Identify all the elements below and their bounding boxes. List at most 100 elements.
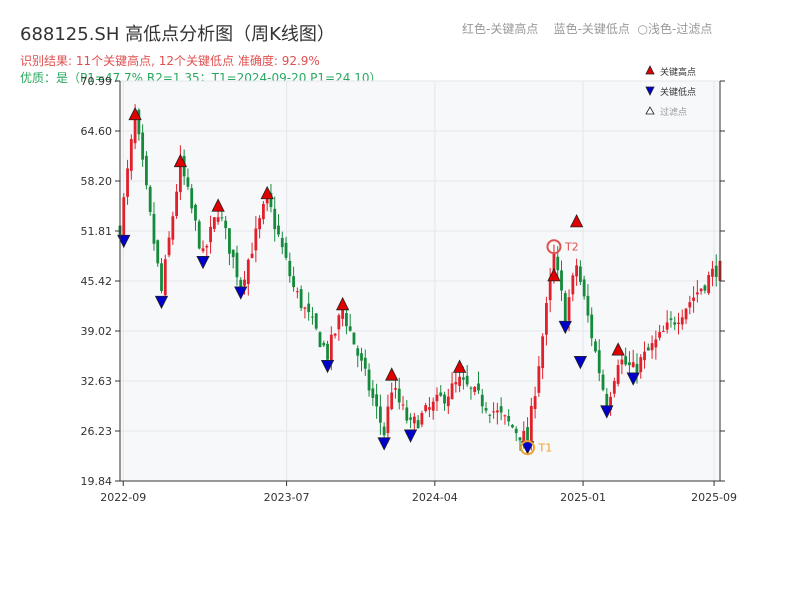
candle-body bbox=[333, 333, 337, 336]
candle-down bbox=[560, 260, 563, 301]
key-low-marker bbox=[573, 356, 588, 370]
candle-up bbox=[167, 231, 171, 258]
candle-down bbox=[145, 151, 148, 190]
candle-body bbox=[545, 303, 548, 335]
key-high-marker bbox=[173, 153, 188, 168]
candle-up bbox=[175, 184, 179, 219]
candle-body bbox=[420, 412, 424, 425]
candle-down bbox=[280, 231, 284, 255]
candle-body bbox=[284, 242, 288, 258]
chart-title: 688125.SH 高低点分析图（周K线图） bbox=[20, 24, 335, 45]
candle-body bbox=[250, 253, 254, 258]
candle-body bbox=[341, 309, 345, 319]
candle-up bbox=[420, 410, 424, 428]
candle-body bbox=[122, 197, 126, 238]
candle-body bbox=[661, 331, 665, 333]
candle-body bbox=[326, 343, 329, 360]
x-tick-label: 2025-09 bbox=[691, 491, 737, 504]
candle-body bbox=[397, 388, 401, 403]
candle-body bbox=[261, 203, 265, 220]
candle-body bbox=[197, 221, 201, 249]
candle-up bbox=[616, 359, 620, 387]
candle-down bbox=[367, 363, 371, 397]
candle-body bbox=[295, 291, 299, 293]
candle-down bbox=[363, 349, 367, 376]
candle-up bbox=[424, 402, 428, 413]
t2-label: T2 bbox=[564, 241, 579, 254]
candle-up bbox=[295, 287, 299, 299]
candle-body bbox=[439, 392, 443, 396]
candle-up bbox=[473, 386, 477, 396]
candle-down bbox=[148, 184, 152, 216]
candle-body bbox=[329, 334, 333, 361]
key-high-marker bbox=[335, 296, 350, 311]
candle-body bbox=[514, 428, 518, 434]
candle-body bbox=[231, 249, 235, 258]
candle-body bbox=[292, 276, 295, 288]
candle-body bbox=[145, 155, 148, 186]
candle-down bbox=[673, 316, 677, 331]
candle-body bbox=[167, 237, 171, 256]
candle-down bbox=[292, 266, 295, 292]
candle-body bbox=[186, 177, 190, 187]
candle-down bbox=[197, 219, 201, 250]
candle-body bbox=[307, 303, 311, 313]
candle-body bbox=[220, 217, 224, 219]
candle-body bbox=[367, 369, 371, 391]
candle-body bbox=[175, 191, 179, 216]
candle-down bbox=[499, 397, 503, 421]
y-tick-label: 70.99 bbox=[81, 75, 113, 88]
candle-up bbox=[711, 260, 714, 287]
candle-down bbox=[160, 258, 163, 294]
candle-body bbox=[669, 318, 673, 320]
candle-body bbox=[548, 277, 552, 301]
candle-body bbox=[495, 410, 499, 413]
candle-body bbox=[280, 237, 284, 248]
candle-down bbox=[507, 409, 511, 427]
candle-body bbox=[477, 383, 480, 391]
candle-up bbox=[677, 312, 680, 335]
candle-up bbox=[401, 395, 405, 411]
candle-up bbox=[541, 333, 545, 380]
key-low-marker bbox=[320, 359, 335, 374]
candle-down bbox=[318, 331, 322, 348]
candle-up bbox=[639, 354, 643, 379]
candle-body bbox=[537, 366, 541, 393]
candle-body bbox=[616, 365, 620, 384]
candle-body bbox=[695, 292, 699, 295]
candle-body bbox=[563, 293, 567, 324]
candle-down bbox=[590, 307, 594, 347]
candle-down bbox=[375, 383, 379, 419]
key-high-marker bbox=[211, 198, 225, 212]
candle-body bbox=[628, 362, 631, 366]
candle-up bbox=[450, 372, 454, 400]
candle-down bbox=[397, 377, 401, 410]
candle-up bbox=[435, 387, 439, 411]
candle-body bbox=[216, 217, 220, 222]
candle-up bbox=[492, 402, 495, 419]
candle-up bbox=[254, 216, 258, 263]
candle-down bbox=[190, 184, 194, 214]
candle-body bbox=[571, 275, 575, 295]
high-legend-icon bbox=[645, 65, 655, 75]
candle-body bbox=[205, 245, 209, 248]
candle-down bbox=[405, 400, 409, 424]
candle-up bbox=[643, 341, 646, 369]
candle-body bbox=[201, 248, 205, 252]
candle-down bbox=[578, 260, 582, 286]
candle-body bbox=[586, 295, 590, 316]
candle-body bbox=[133, 112, 137, 144]
candle-body bbox=[699, 288, 703, 292]
candle-body bbox=[609, 396, 612, 411]
candle-down bbox=[628, 351, 631, 373]
candle-up bbox=[212, 217, 216, 233]
key-low-marker bbox=[117, 234, 131, 249]
candle-down bbox=[360, 347, 363, 372]
candle-down bbox=[231, 249, 235, 269]
candle-up bbox=[654, 330, 658, 360]
candle-down bbox=[141, 124, 145, 167]
candle-body bbox=[160, 263, 163, 292]
candle-body bbox=[156, 240, 160, 264]
candle-body bbox=[360, 353, 363, 361]
